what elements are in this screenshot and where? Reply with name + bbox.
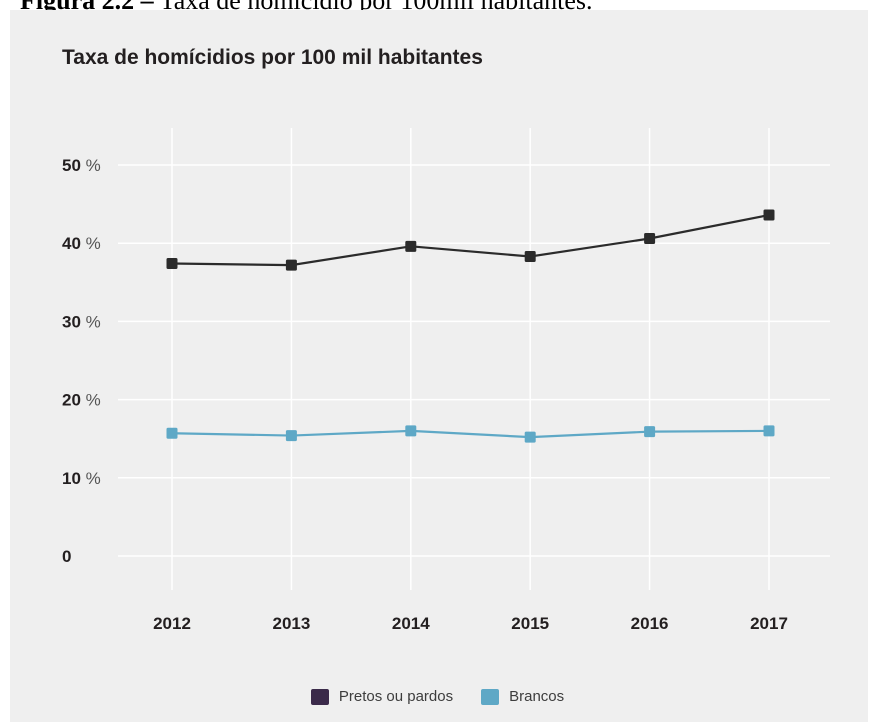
y-tick-unit: % <box>81 234 101 253</box>
y-tick-value: 50 <box>62 156 81 175</box>
data-point-pretos-ou-pardos-2012 <box>166 258 178 270</box>
y-tick-unit: % <box>81 469 101 488</box>
data-point-brancos-2014 <box>405 425 417 437</box>
chart-title: Taxa de homícidios por 100 mil habitante… <box>62 46 483 69</box>
y-tick-label-0: 0 <box>62 547 71 566</box>
data-point-pretos-ou-pardos-2016 <box>644 233 656 245</box>
y-tick-label-40: 40 % <box>62 234 101 253</box>
y-tick-value: 10 <box>62 469 81 488</box>
data-point-pretos-ou-pardos-2017 <box>763 209 775 221</box>
data-point-brancos-2015 <box>524 431 536 443</box>
y-tick-label-20: 20 % <box>62 391 101 410</box>
data-point-brancos-2012 <box>166 427 178 439</box>
y-tick-value: 20 <box>62 391 81 410</box>
series-line-brancos <box>171 429 770 439</box>
x-tick-label-2017: 2017 <box>750 614 788 633</box>
data-point-pretos-ou-pardos-2014 <box>405 240 417 252</box>
y-tick-value: 0 <box>62 547 71 566</box>
y-tick-unit: % <box>81 391 101 410</box>
x-tick-label-2013: 2013 <box>272 614 310 633</box>
legend-item-pretos-ou-pardos: Pretos ou pardos <box>310 688 454 705</box>
y-tick-value: 40 <box>62 234 81 253</box>
legend-label-brancos: Brancos <box>509 688 565 705</box>
y-tick-unit: % <box>81 156 101 175</box>
chart-panel <box>10 10 868 722</box>
y-tick-value: 30 <box>62 312 81 331</box>
legend-label-pretos-ou-pardos: Pretos ou pardos <box>338 688 454 705</box>
x-tick-label-2015: 2015 <box>511 614 549 633</box>
x-tick-label-2012: 2012 <box>153 614 191 633</box>
y-tick-label-50: 50 % <box>62 156 101 175</box>
legend-swatch-brancos <box>481 688 500 705</box>
data-point-brancos-2016 <box>644 426 656 438</box>
data-point-pretos-ou-pardos-2015 <box>524 250 536 262</box>
data-point-brancos-2017 <box>763 425 775 437</box>
x-tick-label-2016: 2016 <box>631 614 669 633</box>
legend-swatch-pretos-ou-pardos <box>310 688 329 705</box>
series-line-pretos-ou-pardos <box>171 213 770 267</box>
legend-item-brancos: Brancos <box>481 688 564 705</box>
y-tick-label-30: 30 % <box>62 312 101 331</box>
y-tick-label-10: 10 % <box>62 469 101 488</box>
data-point-pretos-ou-pardos-2013 <box>285 259 297 271</box>
y-tick-unit: % <box>81 312 101 331</box>
x-tick-label-2014: 2014 <box>392 614 430 633</box>
chart-legend: Pretos ou pardos Brancos <box>0 688 875 705</box>
data-point-brancos-2013 <box>285 430 297 442</box>
